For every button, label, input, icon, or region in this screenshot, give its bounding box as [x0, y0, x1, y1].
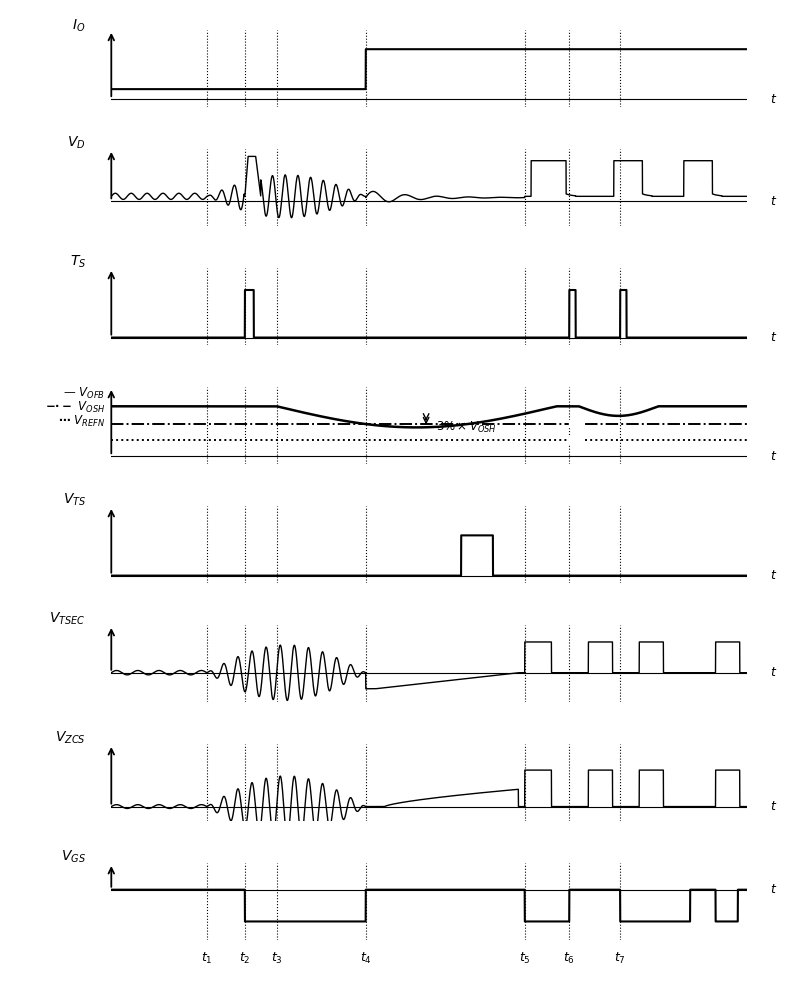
- Text: $t$: $t$: [770, 450, 777, 463]
- Text: $t$: $t$: [770, 569, 777, 582]
- Text: $t_4$: $t_4$: [360, 951, 371, 966]
- Text: $t$: $t$: [770, 93, 777, 106]
- Text: $t_2$: $t_2$: [239, 951, 250, 966]
- Text: $t$: $t$: [770, 883, 777, 896]
- Text: $t_1$: $t_1$: [201, 951, 212, 966]
- $V_{OFB}$: [483, 415, 492, 427]
- Text: $V_{GS}$: $V_{GS}$: [61, 848, 86, 865]
- Text: $t_5$: $t_5$: [519, 951, 530, 966]
- Text: $V_{TS}$: $V_{TS}$: [63, 491, 86, 508]
- Text: $t$: $t$: [770, 331, 777, 344]
- Text: $V_{ZCS}$: $V_{ZCS}$: [55, 729, 86, 746]
- $V_{OFB}$: [612, 410, 622, 422]
- $V_{OFB}$: [138, 400, 148, 412]
- Text: $t$: $t$: [770, 800, 777, 813]
- Text: $t$: $t$: [770, 195, 777, 208]
- Text: $3\%\times V_{OSH}$: $3\%\times V_{OSH}$: [436, 420, 496, 435]
- Text: $T_S$: $T_S$: [69, 253, 86, 270]
- Text: $t$: $t$: [770, 666, 777, 679]
- Text: $V_D$: $V_D$: [68, 134, 86, 151]
- Line: $V_{OFB}$: $V_{OFB}$: [111, 406, 747, 427]
- Text: $t_6$: $t_6$: [564, 951, 575, 966]
- $V_{OFB}$: [412, 421, 421, 433]
- Text: $\mathbf{-{\cdot}-}\ V_{OSH}$: $\mathbf{-{\cdot}-}\ V_{OSH}$: [45, 400, 105, 415]
- $V_{OFB}$: [510, 410, 520, 422]
- Text: $t_3$: $t_3$: [271, 951, 282, 966]
- Text: $t_7$: $t_7$: [615, 951, 626, 966]
- Text: $I_O$: $I_O$: [72, 17, 86, 34]
- $V_{OFB}$: [337, 414, 347, 426]
- $V_{OFB}$: [578, 402, 588, 414]
- Text: $V_{TSEC}$: $V_{TSEC}$: [49, 610, 86, 627]
- Text: $\mathbf{\cdots}\ V_{REFN}$: $\mathbf{\cdots}\ V_{REFN}$: [58, 414, 105, 429]
- Text: $\mathbf{—}\ V_{OFB}$: $\mathbf{—}\ V_{OFB}$: [63, 386, 105, 401]
- $V_{OFB}$: [107, 400, 116, 412]
- $V_{OFB}$: [743, 400, 752, 412]
